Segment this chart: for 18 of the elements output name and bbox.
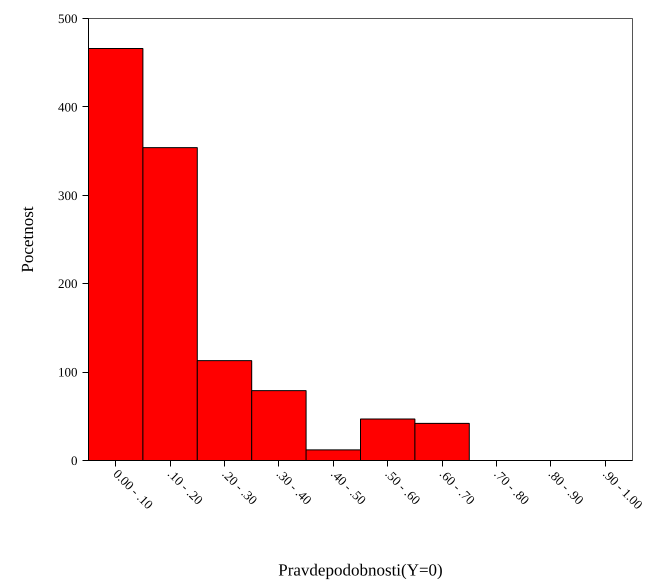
y-tick-label: 200 <box>58 276 78 292</box>
x-tick-label: .80 - .90 <box>546 466 587 508</box>
x-tick-label: .90 - 1.00 <box>600 466 646 512</box>
y-axis-title: Pocetnost <box>18 206 37 273</box>
x-tick-label: .10 - .20 <box>164 466 206 508</box>
y-tick-label: 0 <box>71 453 78 468</box>
y-tick-label: 500 <box>58 11 78 26</box>
x-tick-label: .70 - .80 <box>491 466 532 508</box>
y-tick-label: 100 <box>58 364 78 380</box>
x-tick-label: .20 - .30 <box>219 466 260 508</box>
x-tick-label: .60 - .70 <box>436 466 478 508</box>
y-tick-label: 300 <box>58 188 78 203</box>
x-axis-title: Pravdepodobnosti(Y=0) <box>278 560 443 580</box>
x-tick-label: 0.00 - .10 <box>110 466 156 512</box>
x-tick-label: .50 - .60 <box>382 466 424 508</box>
x-tick-label: .30 - .40 <box>274 466 315 508</box>
y-tick-label: 400 <box>58 99 78 114</box>
x-tick-label: .40 - .50 <box>328 466 370 508</box>
